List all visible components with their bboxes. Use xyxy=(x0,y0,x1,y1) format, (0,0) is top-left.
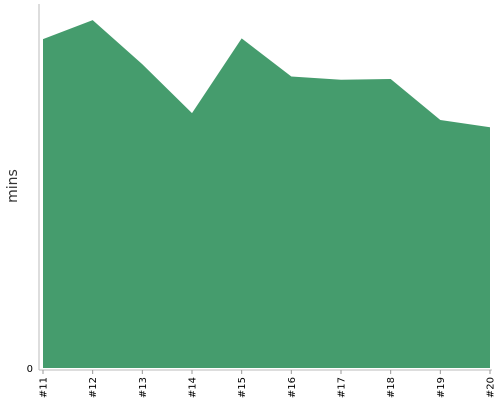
x-tick-label: #18 xyxy=(386,377,397,398)
y-tick-label: 0 xyxy=(27,364,33,375)
y-axis-title: mins xyxy=(5,169,21,203)
x-tick-label: #14 xyxy=(188,377,199,398)
x-tick-group: #11 #12 #13 #14 #15 #16 #17 #18 #19 #20 xyxy=(39,370,497,398)
x-tick-label: #19 xyxy=(436,377,447,398)
y-tick-group: 0 xyxy=(27,364,33,375)
x-tick-label: #12 xyxy=(88,377,99,398)
area-layer xyxy=(43,20,490,368)
x-tick-label: #11 xyxy=(39,377,50,398)
x-tick-label: #15 xyxy=(237,377,248,398)
x-tick-label: #17 xyxy=(337,377,348,398)
x-tick-label: #20 xyxy=(486,377,497,398)
x-tick-label: #13 xyxy=(138,377,149,398)
area-series xyxy=(43,20,490,368)
x-tick-label: #16 xyxy=(287,377,298,398)
